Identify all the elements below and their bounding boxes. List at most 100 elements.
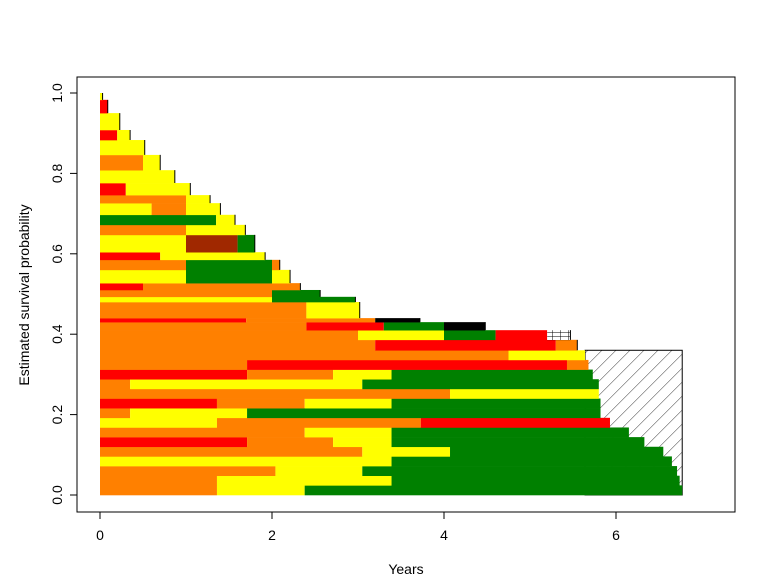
band-segment: [186, 234, 238, 253]
band-segment: [272, 269, 291, 284]
band-segment: [216, 475, 392, 486]
survival-row: [100, 170, 175, 184]
band-segment: [508, 350, 586, 361]
band-segment: [272, 259, 280, 271]
band-segment: [100, 318, 247, 323]
band-segment: [100, 195, 186, 204]
survival-row: [100, 93, 103, 101]
survival-row: [100, 234, 255, 253]
band-segment: [143, 283, 301, 291]
band-segment: [100, 485, 217, 496]
band-segment: [100, 269, 186, 284]
band-segment: [100, 437, 248, 448]
band-segment: [100, 289, 272, 298]
x-tick-label: 0: [96, 527, 104, 543]
band-segment: [272, 296, 356, 303]
band-segment: [362, 379, 599, 390]
survival-row: [100, 224, 246, 236]
band-segment: [100, 330, 358, 341]
survival-row: [100, 330, 571, 341]
band-segment: [100, 408, 131, 419]
band-segment: [216, 485, 305, 496]
band-segment: [247, 437, 334, 448]
survival-row: [100, 388, 599, 399]
band-segment: [495, 330, 548, 341]
band-segment: [304, 485, 683, 496]
band-segment: [100, 296, 272, 303]
band-segment: [362, 446, 451, 457]
survival-row: [100, 302, 360, 319]
band-segment: [444, 330, 496, 341]
band-segment: [247, 408, 601, 419]
band-segment: [383, 322, 444, 331]
y-tick-label: 0.4: [49, 324, 65, 344]
band-segment: [100, 129, 118, 141]
survival-step-outline: [102, 93, 578, 351]
band-segment: [100, 283, 143, 291]
band-segment: [272, 289, 321, 298]
band-segment: [100, 359, 248, 370]
survival-row: [100, 318, 420, 323]
survival-row: [100, 379, 599, 390]
band-segment: [333, 369, 392, 380]
band-segment: [160, 252, 266, 261]
band-segment: [444, 322, 486, 331]
band-segment: [100, 170, 175, 184]
survival-row: [100, 437, 645, 448]
y-tick-label: 0.8: [49, 163, 65, 183]
band-segment: [391, 456, 672, 467]
x-tick-label: 4: [440, 527, 448, 543]
band-segment: [246, 318, 376, 323]
band-segment: [100, 466, 276, 477]
survival-row: [100, 113, 120, 131]
band-segment: [100, 388, 451, 399]
band-segment: [186, 269, 272, 284]
band-segment: [306, 302, 360, 319]
x-axis-label: Years: [388, 561, 423, 577]
survival-row: [100, 350, 586, 361]
x-tick-label: 6: [612, 527, 620, 543]
band-segment: [151, 203, 186, 216]
band-segment: [304, 398, 392, 409]
survival-row: [100, 408, 601, 419]
band-segment: [450, 446, 664, 457]
band-segment: [216, 417, 421, 428]
survival-row: [100, 99, 108, 114]
band-segment: [362, 466, 678, 477]
y-tick-label: 0.6: [49, 244, 65, 264]
survival-row: [100, 203, 221, 216]
x-tick-label: 2: [268, 527, 276, 543]
survival-row: [100, 214, 236, 226]
band-segment: [391, 398, 601, 409]
y-tick-label: 1.0: [49, 83, 65, 103]
band-segment: [117, 129, 131, 141]
survival-row: [100, 322, 486, 331]
x-axis: 0 2 4 6: [96, 511, 620, 543]
band-segment: [547, 330, 571, 341]
survival-row: [100, 369, 593, 380]
band-segment: [100, 203, 152, 216]
band-segment: [247, 369, 334, 380]
band-segment: [125, 183, 191, 196]
survival-row: [100, 446, 664, 457]
band-segment: [555, 339, 578, 351]
survival-row: [100, 339, 578, 351]
band-segment: [130, 408, 248, 419]
band-segment: [100, 154, 143, 171]
band-segment: [450, 388, 599, 399]
band-segment: [100, 214, 217, 226]
band-segment: [143, 154, 161, 171]
band-segment: [275, 466, 363, 477]
band-segment: [100, 339, 376, 351]
band-segment: [130, 379, 363, 390]
band-segment: [100, 234, 186, 253]
survival-row: [100, 129, 131, 141]
band-segment: [566, 359, 589, 370]
band-segment: [100, 379, 131, 390]
survival-row: [100, 183, 191, 196]
band-segment: [100, 99, 108, 114]
band-segment: [100, 113, 120, 131]
survival-row: [100, 140, 145, 156]
band-segment: [237, 234, 255, 253]
